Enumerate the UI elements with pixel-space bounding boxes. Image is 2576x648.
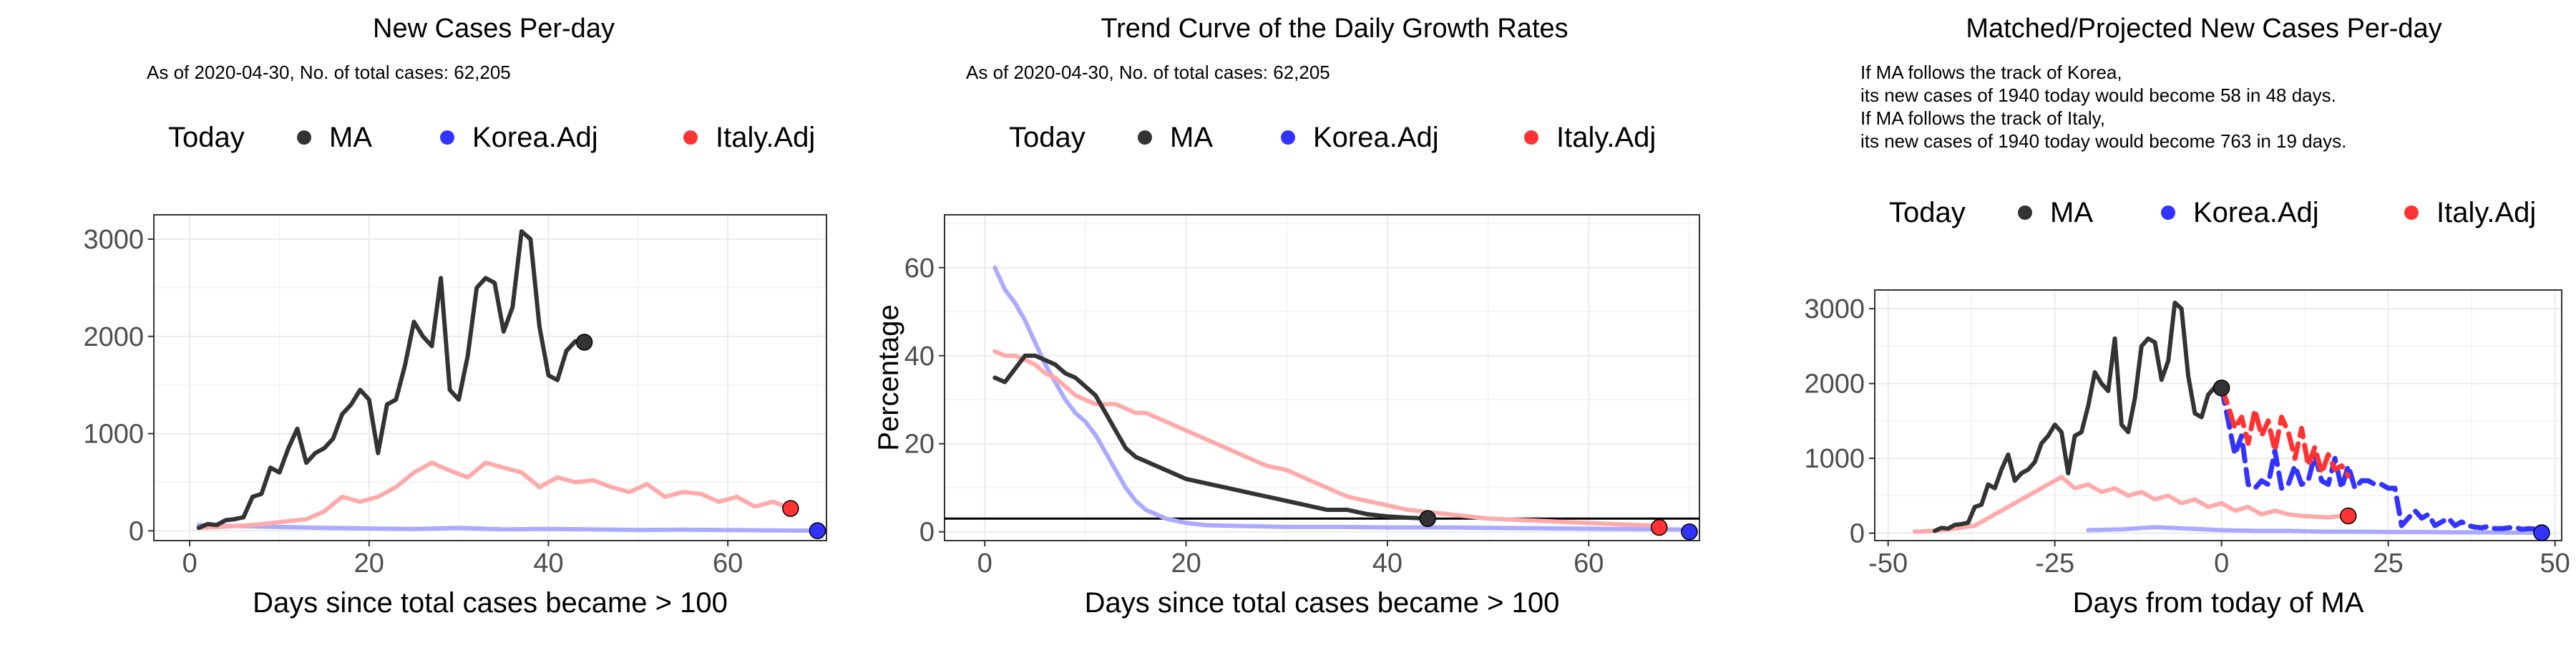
x-tick-label: -25 bbox=[2035, 548, 2074, 579]
legend-label: Korea.Adj bbox=[1313, 122, 1439, 153]
legend-label: Korea.Adj bbox=[472, 122, 598, 153]
legend-label: MA bbox=[1170, 122, 1213, 153]
y-axis-title: Percentage bbox=[873, 304, 904, 451]
y-tick-label: 3000 bbox=[83, 225, 144, 255]
chart-annotation-line: its new cases of 1940 today would become… bbox=[1860, 84, 2336, 106]
series-layer bbox=[196, 229, 820, 533]
today-point-italy-adj bbox=[2339, 507, 2357, 525]
y-tick-label: 60 bbox=[904, 253, 935, 284]
chart-subtitle: As of 2020-04-30, No. of total cases: 62… bbox=[966, 62, 1330, 83]
x-tick-label: 60 bbox=[1574, 548, 1604, 579]
chart-new-cases-per-day: New Cases Per-day As of 2020-04-30, No. o… bbox=[83, 14, 827, 619]
series-line-italy-adj bbox=[992, 349, 1662, 528]
axes: 0 20 40 60 0 1000 2000 3000 Days since total cas… bbox=[83, 225, 743, 619]
today-point-ma bbox=[575, 334, 593, 351]
series-layer bbox=[992, 265, 1692, 532]
plot-border bbox=[944, 214, 1700, 541]
y-tick-label: 40 bbox=[904, 342, 935, 372]
legend-label: Italy.Adj bbox=[2436, 197, 2536, 228]
y-tick-label: 1000 bbox=[83, 420, 144, 450]
x-tick-label: 0 bbox=[182, 548, 197, 579]
plot-border bbox=[1874, 289, 2562, 541]
legend-title: Today bbox=[1009, 122, 1085, 153]
chart-matched-projected: Matched/Projected New Cases Per-day If MA… bbox=[1804, 14, 2570, 619]
x-tick-label: 20 bbox=[354, 548, 384, 579]
x-tick-label: 40 bbox=[533, 548, 563, 579]
series-line-korea-adj-projection bbox=[2219, 385, 2545, 532]
x-axis-title: Days from today of MA bbox=[2073, 587, 2364, 619]
legend-marker-italy-adj bbox=[683, 130, 698, 145]
series-line-italy-adj-projection bbox=[2219, 385, 2351, 479]
series-line-korea-adj bbox=[196, 523, 820, 533]
legend-title: Today bbox=[1889, 197, 1966, 228]
chart-title: New Cases Per-day bbox=[373, 14, 615, 44]
chart-daily-growth-rates: Trend Curve of the Daily Growth Rates As … bbox=[873, 14, 1700, 619]
legend-title: Today bbox=[168, 122, 245, 153]
chart-subtitle: As of 2020-04-30, No. of total cases: 62… bbox=[147, 62, 511, 83]
today-point-italy-adj bbox=[782, 500, 799, 517]
axes: 0 20 40 60 0 20 40 60 Days since total cases bec… bbox=[873, 253, 1604, 619]
y-tick-label: 1000 bbox=[1804, 444, 1865, 474]
legend-marker-korea-adj bbox=[1281, 130, 1295, 145]
series-line-ma bbox=[1932, 300, 2224, 533]
legend: Today MA Korea.Adj Italy.Adj bbox=[168, 122, 815, 153]
y-tick-label: 20 bbox=[904, 430, 935, 460]
x-tick-label: 60 bbox=[713, 548, 743, 579]
y-tick-label: 0 bbox=[129, 516, 144, 546]
series-line-italy-adj bbox=[196, 460, 793, 531]
legend-marker-korea-adj bbox=[440, 130, 454, 145]
x-tick-label: 20 bbox=[1171, 548, 1201, 579]
x-axis-title: Days since total cases became > 100 bbox=[1085, 587, 1560, 619]
legend: Today MA Korea.Adj Italy.Adj bbox=[1889, 197, 2536, 228]
series-line-ma bbox=[992, 353, 1430, 521]
legend-marker-ma bbox=[1138, 130, 1152, 145]
today-point-italy-adj bbox=[1650, 518, 1668, 536]
x-axis-title: Days since total cases became > 100 bbox=[253, 587, 728, 619]
today-point-ma bbox=[2212, 379, 2230, 397]
today-point-korea-adj bbox=[2533, 524, 2550, 541]
legend-label: MA bbox=[2050, 197, 2093, 228]
y-tick-label: 2000 bbox=[1804, 369, 1865, 400]
series-line-korea-adj bbox=[2086, 525, 2544, 535]
chart-title: Matched/Projected New Cases Per-day bbox=[1966, 14, 2441, 44]
legend-label: MA bbox=[329, 122, 372, 153]
chart-annotation-line: If MA follows the track of Italy, bbox=[1860, 107, 2105, 129]
series-line-ma bbox=[196, 229, 587, 531]
today-point-ma bbox=[1419, 510, 1436, 528]
y-tick-label: 0 bbox=[1850, 519, 1865, 549]
series-layer bbox=[1912, 300, 2545, 535]
series-line-korea-adj bbox=[992, 265, 1692, 532]
legend-marker-italy-adj bbox=[1524, 130, 1538, 145]
legend-marker-korea-adj bbox=[2161, 205, 2175, 220]
x-tick-label: 0 bbox=[977, 548, 992, 579]
legend: Today MA Korea.Adj Italy.Adj bbox=[1009, 122, 1656, 153]
legend-marker-italy-adj bbox=[2404, 205, 2419, 220]
grid bbox=[154, 215, 826, 541]
x-tick-label: 50 bbox=[2540, 548, 2570, 579]
y-tick-label: 2000 bbox=[83, 322, 144, 352]
x-tick-label: 25 bbox=[2373, 548, 2404, 579]
y-tick-label: 3000 bbox=[1804, 294, 1865, 324]
y-tick-label: 0 bbox=[919, 518, 935, 548]
axes: -50 -25 0 25 50 0 1000 2000 3000 Days from today … bbox=[1804, 294, 2570, 619]
chart-title: Trend Curve of the Daily Growth Rates bbox=[1101, 14, 1568, 44]
legend-label: Korea.Adj bbox=[2193, 197, 2319, 228]
today-point-korea-adj bbox=[1681, 523, 1698, 541]
today-point-korea-adj bbox=[809, 522, 826, 539]
legend-label: Italy.Adj bbox=[1556, 122, 1656, 153]
legend-marker-ma bbox=[297, 130, 311, 145]
legend-marker-ma bbox=[2018, 205, 2032, 220]
chart-annotation-line: its new cases of 1940 today would become… bbox=[1860, 130, 2346, 152]
x-tick-label: 40 bbox=[1372, 548, 1402, 579]
plot-border bbox=[153, 214, 827, 541]
legend-label: Italy.Adj bbox=[716, 122, 815, 153]
series-line-italy-adj bbox=[1912, 475, 2344, 534]
x-tick-label: -50 bbox=[1868, 548, 1908, 579]
x-tick-label: 0 bbox=[2214, 548, 2229, 579]
chart-annotation-line: If MA follows the track of Korea, bbox=[1860, 62, 2122, 83]
grid bbox=[945, 215, 1699, 541]
